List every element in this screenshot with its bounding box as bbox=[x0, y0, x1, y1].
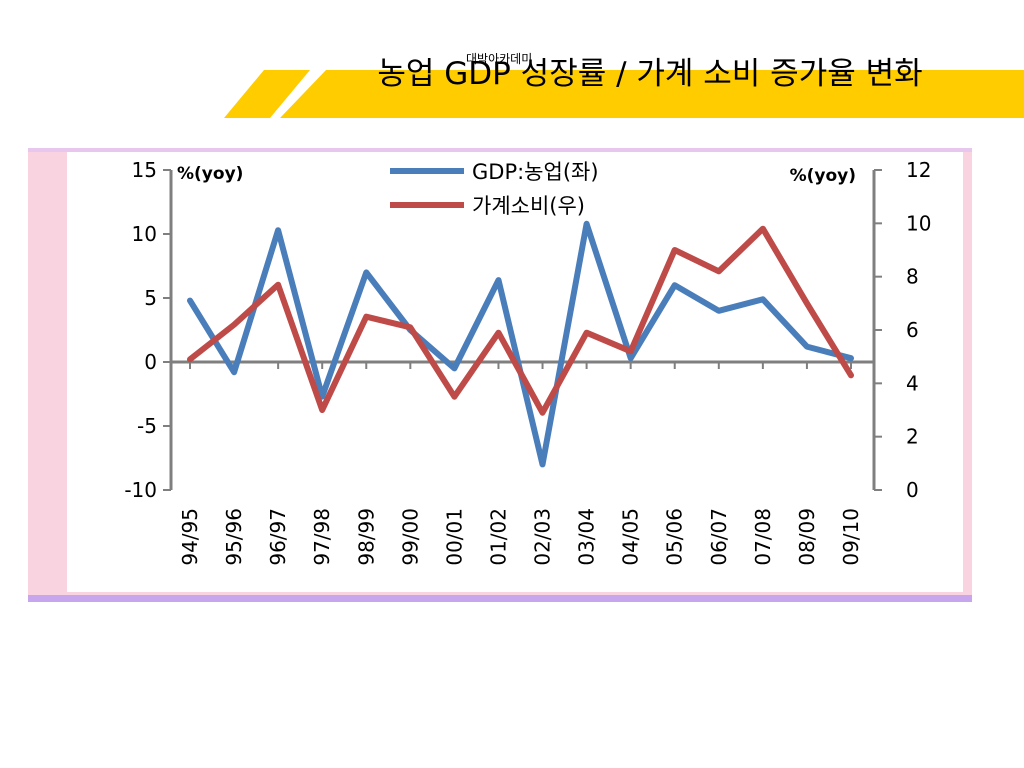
left-axis-tick-label: 5 bbox=[144, 286, 157, 310]
right-axis-unit-label: %(yoy) bbox=[790, 166, 856, 186]
plot-panel bbox=[67, 152, 963, 592]
left-axis-tick-label: 10 bbox=[132, 222, 157, 246]
category-label: 99/00 bbox=[398, 508, 422, 566]
category-label: 07/08 bbox=[751, 508, 775, 566]
category-label: 94/95 bbox=[178, 508, 202, 566]
axes: 15 10 5 0 -5 -10 12 10 8 6 4 2 0 94/95 95/96 96/97 97/98… bbox=[124, 158, 931, 566]
bottom-divider bbox=[28, 595, 972, 602]
legend-label-2: 가계소비(우) bbox=[472, 194, 585, 218]
banner-stripe-small bbox=[224, 70, 310, 118]
watermark-text: 대박아카데미 bbox=[466, 52, 533, 66]
chart-figure: 15 10 5 0 -5 -10 12 10 8 6 4 2 0 94/95 95/96 96/97 97/98… bbox=[28, 148, 972, 635]
right-axis-tick-label: 12 bbox=[906, 158, 931, 182]
left-axis-unit-label: %(yoy) bbox=[177, 164, 243, 184]
figure-footer bbox=[28, 602, 972, 635]
right-axis-tick-label: 4 bbox=[906, 371, 919, 395]
category-label: 03/04 bbox=[575, 508, 599, 566]
category-label: 95/96 bbox=[222, 508, 246, 566]
slide-title: 농업 GDP 성장률 / 가계 소비 증가율 변화 bbox=[377, 56, 923, 92]
left-axis-tick-label: -10 bbox=[124, 478, 157, 502]
left-axis-tick-label: 0 bbox=[144, 350, 157, 374]
category-label: 04/05 bbox=[619, 508, 643, 566]
right-axis-tick-label: 6 bbox=[906, 318, 919, 342]
category-label: 06/07 bbox=[707, 508, 731, 566]
banner-stripe-main bbox=[280, 70, 1024, 118]
category-label: 02/03 bbox=[531, 508, 555, 566]
category-label: 96/97 bbox=[266, 508, 290, 566]
category-label: 97/98 bbox=[310, 508, 334, 566]
legend: GDP:농업(좌) 가계소비(우) bbox=[390, 160, 599, 218]
category-label: 05/06 bbox=[663, 508, 687, 566]
series-line-2 bbox=[187, 225, 854, 416]
top-border bbox=[28, 148, 972, 152]
title-banner bbox=[224, 70, 1024, 118]
category-label: 01/02 bbox=[486, 508, 510, 566]
series-lines bbox=[187, 220, 854, 468]
category-label: 98/99 bbox=[354, 508, 378, 566]
left-axis-tick-label: 15 bbox=[132, 158, 157, 182]
category-label: 09/10 bbox=[839, 508, 863, 566]
right-axis-tick-label: 10 bbox=[906, 211, 931, 235]
legend-label-1: GDP:농업(좌) bbox=[472, 160, 599, 184]
right-axis-tick-label: 2 bbox=[906, 425, 919, 449]
right-axis-tick-label: 8 bbox=[906, 265, 919, 289]
category-label: 08/09 bbox=[795, 508, 819, 566]
category-label: 00/01 bbox=[442, 508, 466, 566]
right-axis-tick-label: 0 bbox=[906, 478, 919, 502]
left-axis-tick-label: -5 bbox=[137, 414, 157, 438]
